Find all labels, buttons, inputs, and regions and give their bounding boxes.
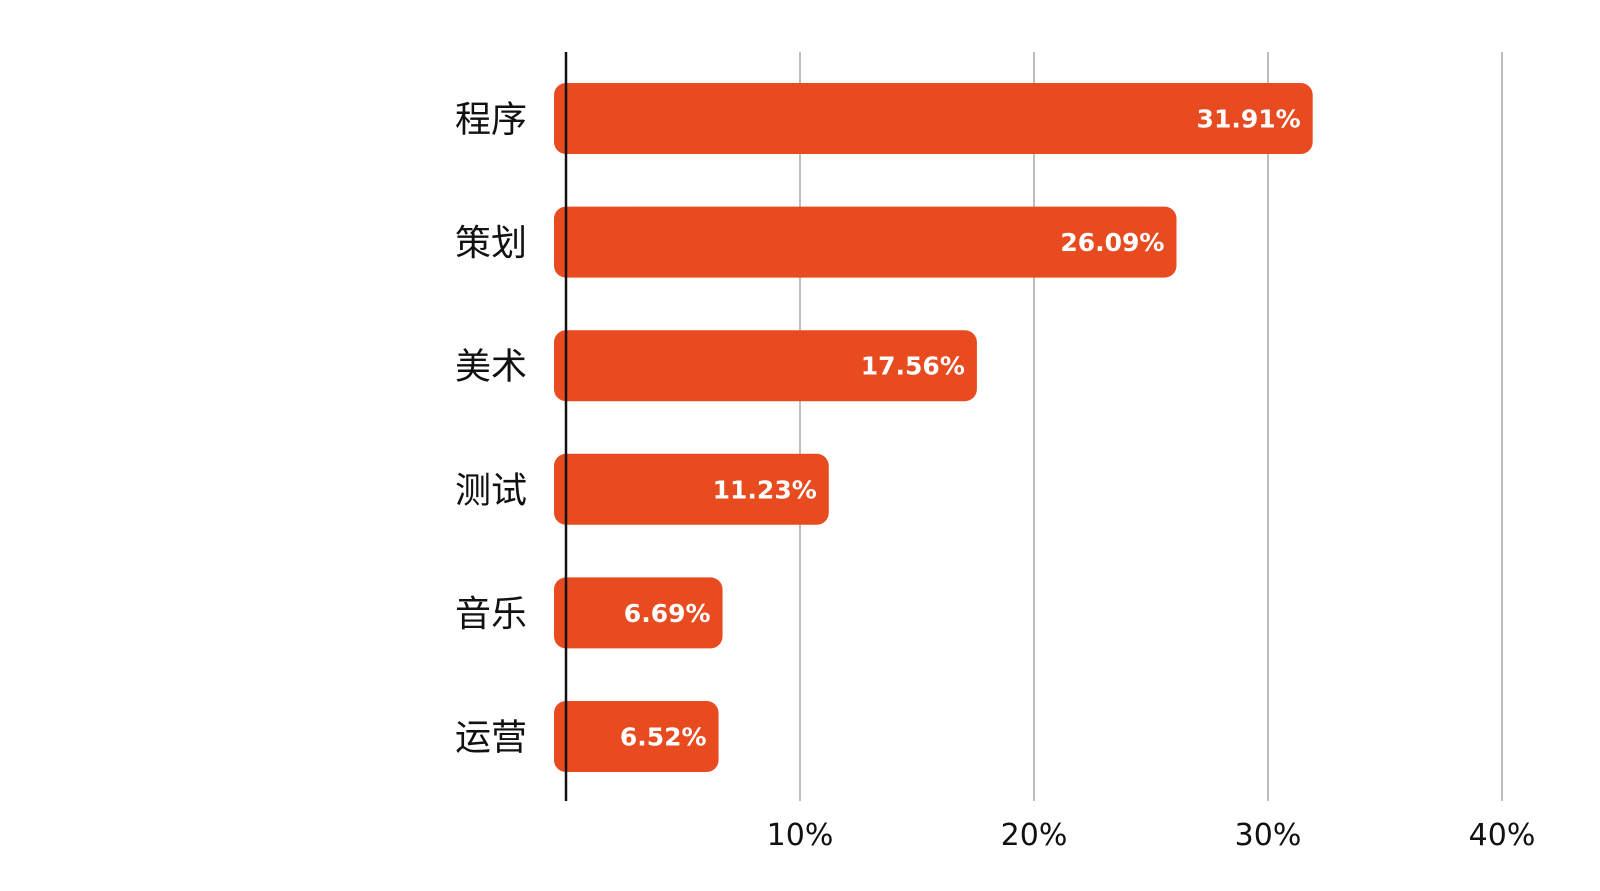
data-label: 6.52%	[620, 723, 707, 752]
grid-lines	[799, 52, 1503, 801]
x-tick-label: 20%	[1001, 818, 1068, 853]
x-tick-label: 40%	[1469, 818, 1536, 853]
bar	[554, 701, 719, 772]
category-label: 音乐	[455, 594, 527, 635]
bar	[554, 577, 723, 649]
category-label: 策划	[455, 223, 527, 264]
bar	[554, 206, 1177, 278]
bars	[554, 83, 1313, 772]
labels: 10% 20% 30% 40% 31.91% 程序 26.09% 策划 17.56% 美术 11.2…	[455, 100, 1535, 854]
category-label: 美术	[455, 347, 527, 388]
category-label: 运营	[455, 718, 527, 759]
x-tick-label: 30%	[1235, 818, 1302, 853]
bar	[554, 330, 977, 402]
category-label: 程序	[455, 100, 527, 141]
data-label: 17.56%	[861, 352, 965, 381]
data-label: 6.69%	[624, 599, 711, 628]
x-tick-label: 10%	[767, 818, 834, 853]
bar	[554, 453, 829, 525]
bar	[554, 83, 1313, 154]
data-label: 31.91%	[1197, 105, 1301, 134]
category-label: 测试	[455, 470, 527, 511]
data-label: 11.23%	[713, 475, 817, 504]
data-label: 26.09%	[1060, 228, 1164, 257]
